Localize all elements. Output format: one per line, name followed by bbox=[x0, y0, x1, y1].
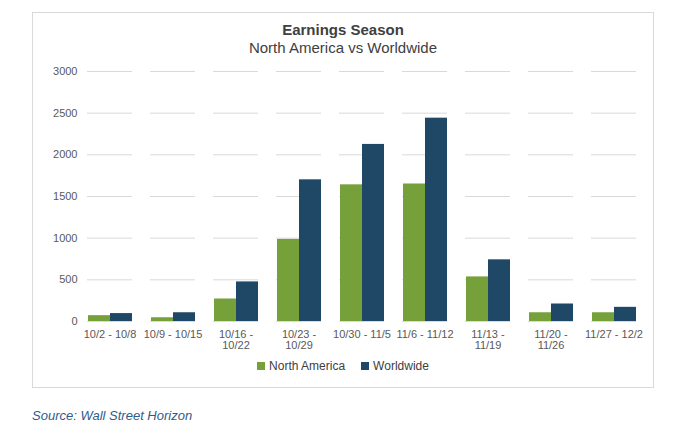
svg-text:11/27 - 12/2: 11/27 - 12/2 bbox=[585, 328, 643, 340]
svg-text:2500: 2500 bbox=[53, 107, 77, 119]
svg-text:1000: 1000 bbox=[53, 232, 77, 244]
svg-text:500: 500 bbox=[59, 273, 77, 285]
svg-text:10/30 - 11/5: 10/30 - 11/5 bbox=[333, 328, 391, 340]
svg-text:11/13 -11/19: 11/13 -11/19 bbox=[471, 328, 505, 351]
svg-text:11/20 -11/26: 11/20 -11/26 bbox=[534, 328, 568, 351]
svg-text:10/2 - 10/8: 10/2 - 10/8 bbox=[84, 328, 137, 340]
svg-text:3000: 3000 bbox=[53, 65, 77, 77]
html-text:Worldwide: Worldwide bbox=[373, 359, 429, 373]
svg-text:10/16 -10/22: 10/16 -10/22 bbox=[219, 328, 254, 351]
html-text:North America vs Worldwide: North America vs Worldwide bbox=[248, 39, 438, 56]
svg-text:0: 0 bbox=[71, 315, 77, 327]
html-text:North America: North America bbox=[269, 359, 346, 373]
svg-text:10/9 - 10/15: 10/9 - 10/15 bbox=[144, 328, 203, 340]
svg-text:2000: 2000 bbox=[53, 148, 77, 160]
svg-text:11/6 - 11/12: 11/6 - 11/12 bbox=[396, 328, 453, 340]
html-text:Source: Wall Street Horizon: Source: Wall Street Horizon bbox=[32, 408, 193, 423]
html-text:Earnings Season: Earnings Season bbox=[282, 21, 404, 38]
svg-text:10/23 -10/29: 10/23 -10/29 bbox=[282, 328, 317, 351]
svg-text:1500: 1500 bbox=[53, 190, 77, 202]
